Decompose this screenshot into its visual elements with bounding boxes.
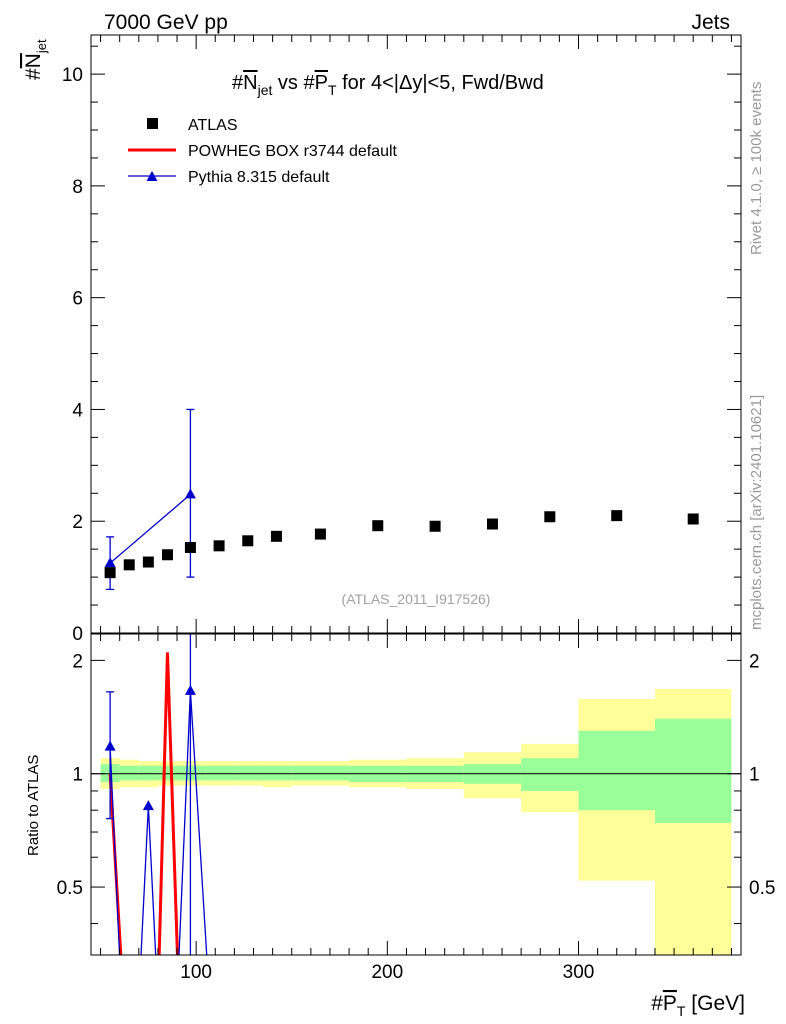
main-y-tick-labels: 0 2 4 6 8 10	[62, 65, 84, 645]
title-n-overline: N	[243, 72, 257, 94]
ratio-y-tick-label-left: 1	[72, 765, 83, 786]
main-y-tick-label: 10	[62, 65, 83, 86]
ratio-inner-band	[291, 765, 350, 781]
atlas-data-point	[242, 535, 254, 547]
x-tick-label: 200	[371, 962, 403, 983]
atlas-data-point	[486, 518, 498, 530]
ratio-y-tick-label-right: 2	[749, 651, 760, 672]
ratio-inner-band	[119, 765, 139, 781]
rivet-note: Rivet 4.1.0, ≥ 100k events	[748, 82, 765, 255]
main-frame	[90, 34, 742, 634]
atlas-data-point	[314, 528, 326, 540]
mcplots-note: mcplots.cern.ch [arXiv:2401.10621]	[748, 395, 765, 630]
ratio-frame	[90, 633, 742, 956]
atlas-data-point	[161, 549, 173, 561]
pythia-ratio-point	[142, 800, 154, 811]
x-tick-label: 300	[563, 962, 595, 983]
pythia-line	[109, 493, 191, 564]
main-y-tick-label: 8	[72, 177, 83, 198]
x-tick-label: 100	[180, 962, 212, 983]
pythia-ratio-line	[109, 690, 208, 955]
main-y-tick-label: 4	[72, 400, 83, 421]
atlas-data-point	[372, 520, 384, 532]
plot-title: #Njet vs #PT for 4<|Δy|<5, Fwd/Bwd	[232, 72, 544, 98]
ratio-y-tick-label-right: 0.5	[749, 878, 775, 899]
atlas-data-point	[544, 511, 556, 523]
main-panel: 0 2 4 6 8 10 #Njet vs #PT for 4<|Δy|<5, Fwd/B…	[22, 34, 742, 645]
ratio-inner-band	[578, 730, 655, 811]
atlas-data-point	[142, 556, 154, 568]
atlas-data-point	[184, 541, 196, 553]
header-left-title: 7000 GeV pp	[104, 11, 228, 34]
legend-marker-pythia	[146, 171, 158, 181]
main-y-tick-label: 0	[72, 624, 83, 645]
ratio-y-tick-label-left: 0.5	[57, 878, 83, 899]
atlas-data-point	[687, 513, 699, 525]
ratio-y-tick-label-right: 1	[749, 765, 760, 786]
main-y-axis-label: #Njet	[22, 39, 49, 80]
ratio-y-tick-label-left: 2	[72, 651, 83, 672]
pythia-data-point	[184, 488, 196, 499]
main-axis-ticks	[91, 35, 741, 634]
atlas-data-point	[213, 540, 225, 552]
ratio-inner-band	[157, 765, 178, 781]
ratio-uncertainty-bands	[100, 688, 732, 955]
atlas-data-point	[429, 520, 441, 532]
ratio-inner-band	[177, 765, 206, 781]
atlas-data-point	[104, 567, 116, 579]
pythia-ratio-point	[184, 684, 196, 695]
title-p-overline: P	[315, 72, 328, 94]
ratio-y-axis-label: Ratio to ATLAS	[25, 755, 42, 856]
main-y-tick-label: 6	[72, 289, 83, 310]
legend: ATLAS POWHEG BOX r3744 default Pythia 8.…	[128, 117, 398, 186]
legend-marker-atlas	[147, 118, 158, 129]
ratio-inner-band	[521, 758, 579, 791]
ratio-y-tick-labels: 0.5 0.5 1 1 2 2	[57, 651, 776, 899]
ratio-series	[104, 634, 208, 955]
ratio-inner-band	[263, 765, 292, 781]
pythia-data-point	[104, 557, 116, 568]
header-right-title: Jets	[691, 11, 730, 34]
powheg-ratio-line	[108, 652, 179, 955]
ratio-axis-ticks	[91, 634, 741, 955]
main-y-tick-label: 2	[72, 512, 83, 533]
ratio-inner-band	[234, 765, 264, 781]
atlas-data-point	[611, 510, 623, 522]
analysis-id: (ATLAS_2011_I917526)	[342, 591, 491, 607]
ratio-inner-band	[205, 765, 235, 781]
main-atlas-series	[104, 510, 699, 579]
ratio-inner-band	[654, 718, 732, 823]
x-axis-label: #PT [GeV]	[651, 992, 745, 1019]
legend-label-pythia: Pythia 8.315 default	[188, 169, 330, 186]
atlas-data-point	[123, 559, 135, 571]
ratio-x-tick-labels: 100 200 300	[180, 962, 594, 983]
pythia-ratio-point	[104, 740, 116, 751]
legend-label-atlas: ATLAS	[188, 117, 238, 134]
ratio-inner-band	[138, 765, 158, 781]
legend-label-powheg: POWHEG BOX r3744 default	[188, 143, 398, 160]
atlas-data-point	[270, 530, 282, 542]
ratio-panel: 0.5 0.5 1 1 2 2 100 200 300 Ratio to ATLAS #PT …	[25, 633, 776, 1019]
